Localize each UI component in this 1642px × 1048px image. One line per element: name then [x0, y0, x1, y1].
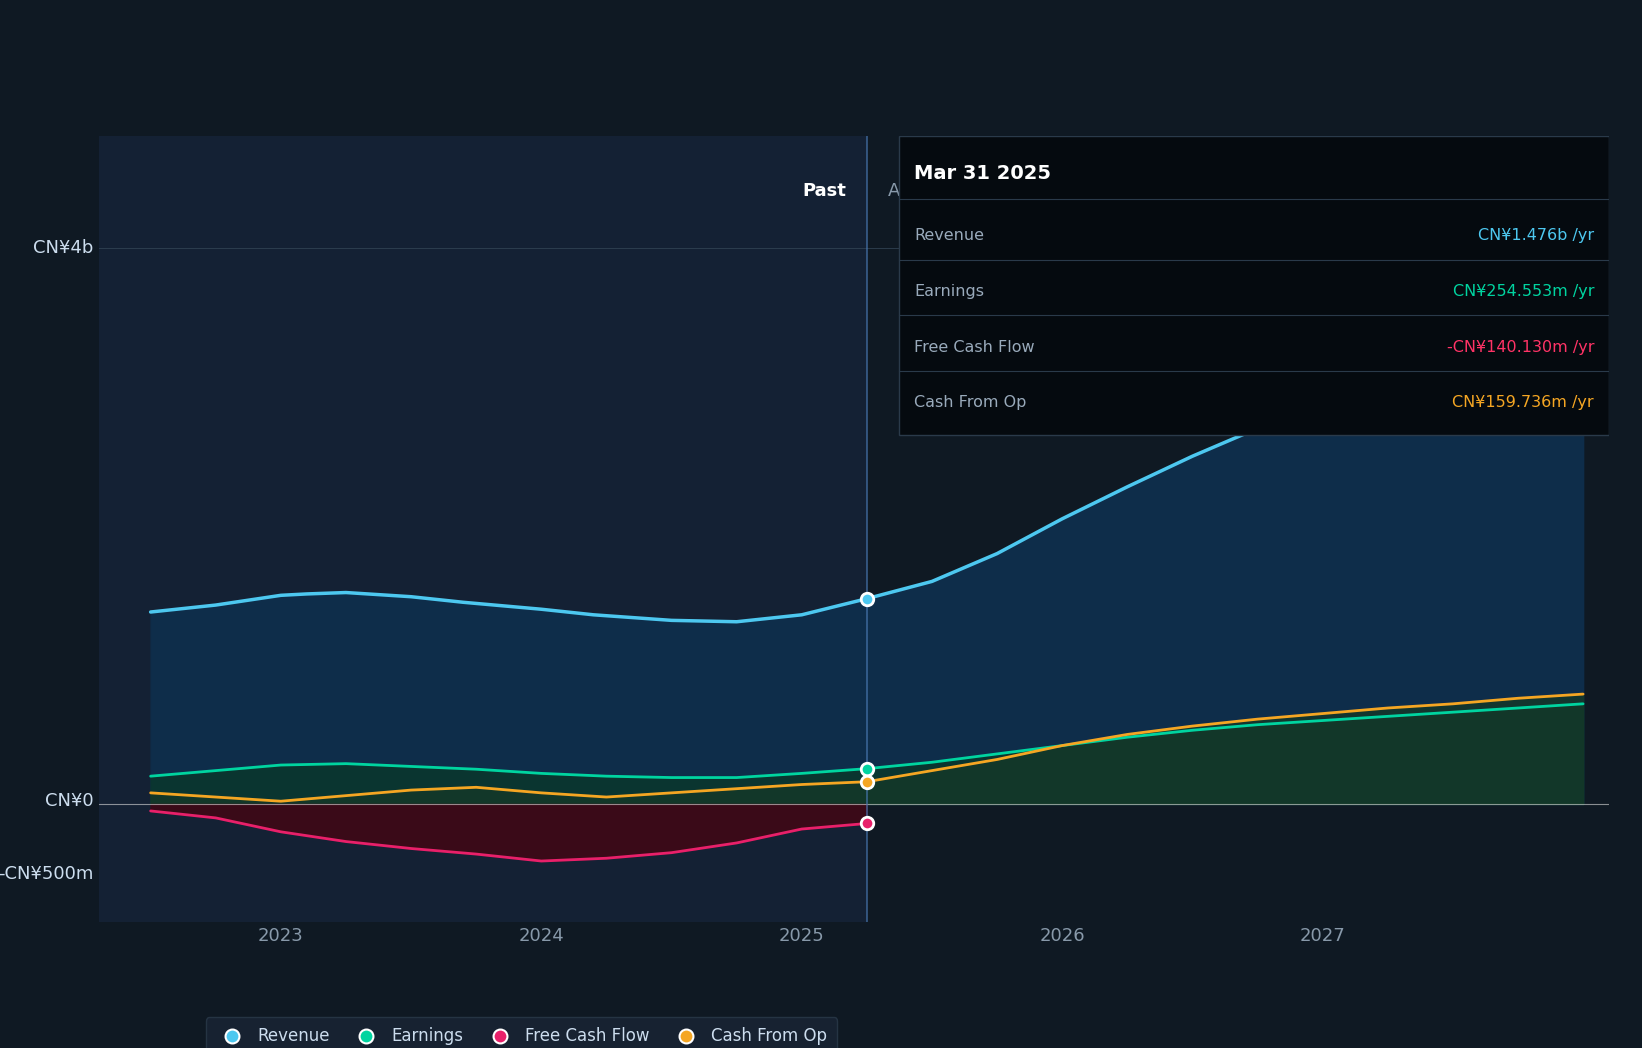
FancyBboxPatch shape: [900, 136, 1609, 435]
Text: -CN¥140.130m /yr: -CN¥140.130m /yr: [1447, 340, 1594, 354]
Text: Cash From Op: Cash From Op: [915, 395, 1026, 410]
Text: CN¥159.736m /yr: CN¥159.736m /yr: [1453, 395, 1594, 410]
Text: Past: Past: [803, 182, 846, 200]
Text: Mar 31 2025: Mar 31 2025: [915, 165, 1051, 183]
Text: CN¥0: CN¥0: [44, 792, 94, 810]
Text: CN¥4b: CN¥4b: [33, 239, 94, 257]
Bar: [99, 136, 867, 922]
Text: CN¥1.476b /yr: CN¥1.476b /yr: [1478, 228, 1594, 243]
Text: Analysts Forecasts: Analysts Forecasts: [888, 182, 1056, 200]
Legend: Revenue, Earnings, Free Cash Flow, Cash From Op: Revenue, Earnings, Free Cash Flow, Cash …: [205, 1018, 837, 1048]
Text: Free Cash Flow: Free Cash Flow: [915, 340, 1034, 354]
Text: Earnings: Earnings: [915, 284, 984, 299]
Text: CN¥254.553m /yr: CN¥254.553m /yr: [1453, 284, 1594, 299]
Text: -CN¥500m: -CN¥500m: [0, 865, 94, 882]
Text: Revenue: Revenue: [915, 228, 984, 243]
